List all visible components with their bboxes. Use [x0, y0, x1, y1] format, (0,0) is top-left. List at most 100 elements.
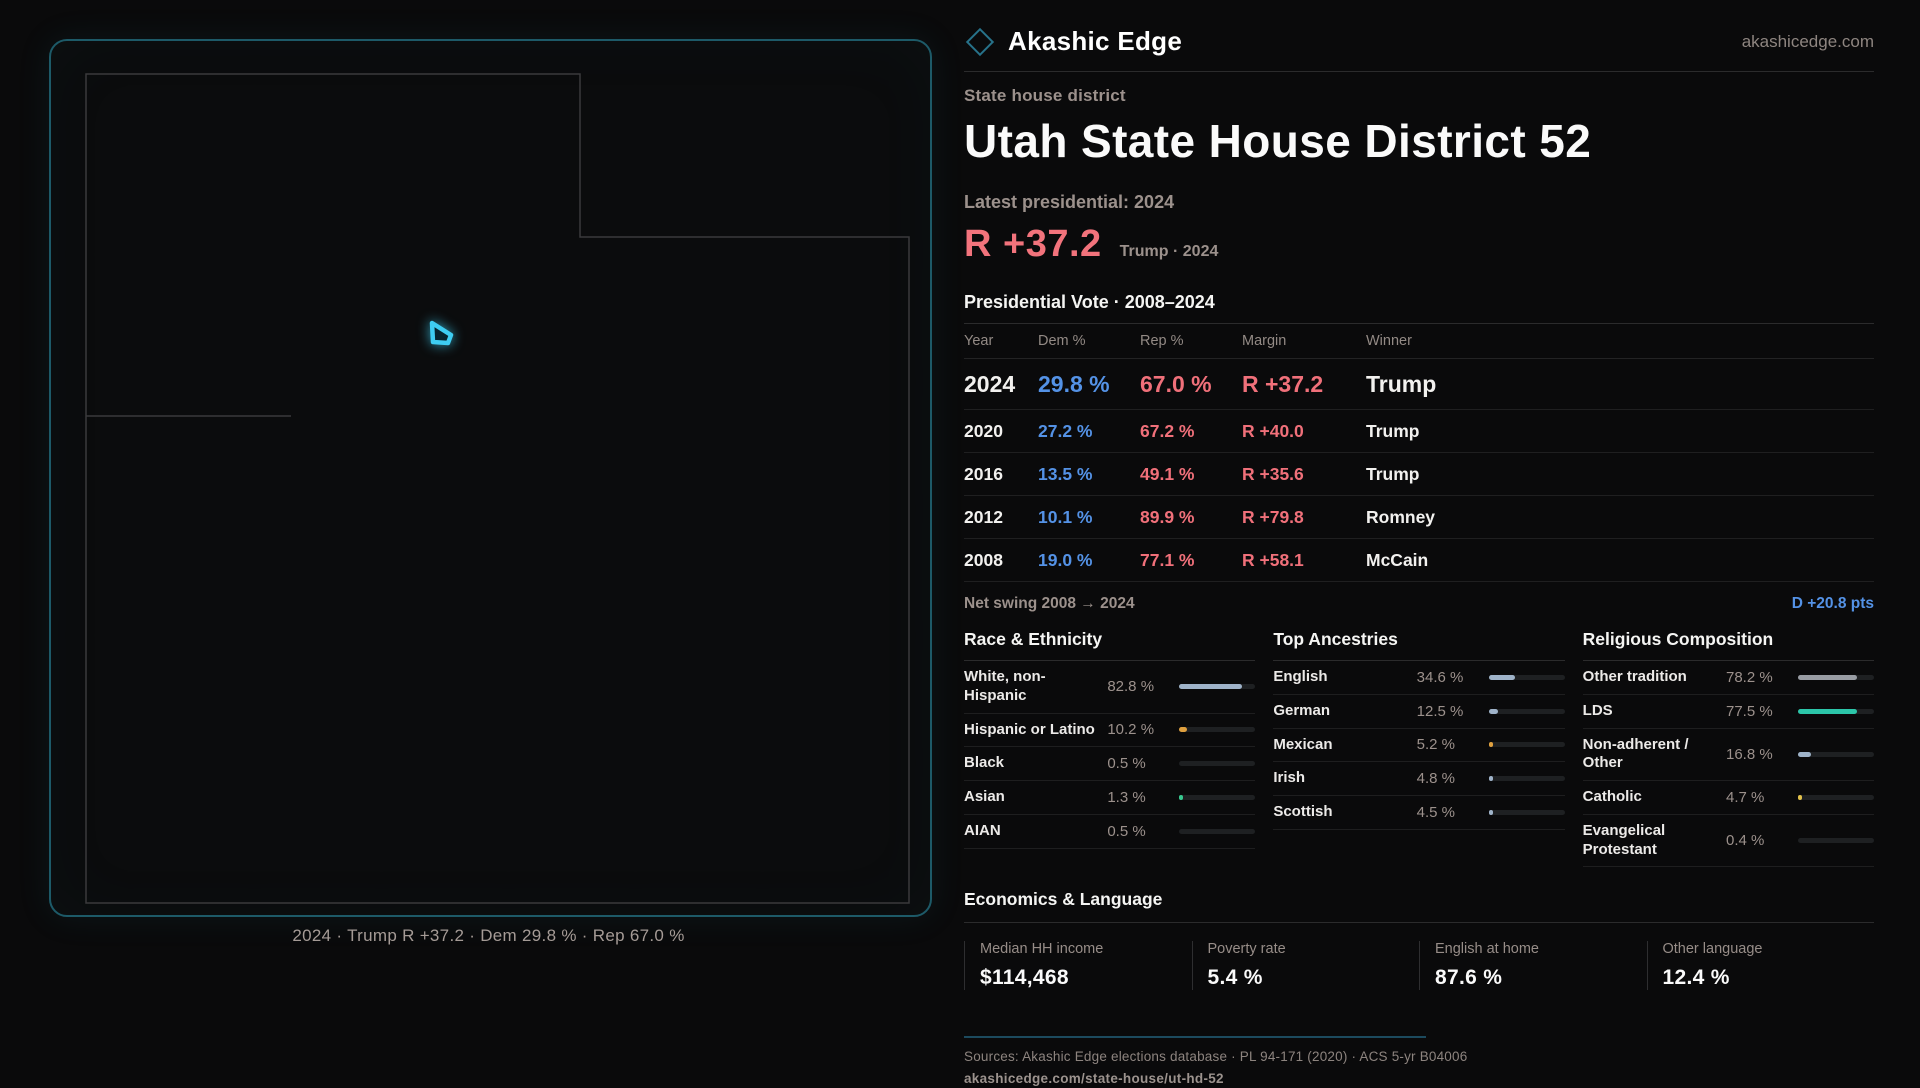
- dem-cell: 27.2 %: [1038, 420, 1093, 441]
- row-label: White, non-Hispanic: [964, 668, 1046, 704]
- rep-cell: 67.2 %: [1140, 420, 1195, 441]
- sources-divider: [964, 1036, 1426, 1039]
- row-value: 5.2 %: [1416, 736, 1456, 754]
- brand-diamond-icon: [965, 27, 995, 56]
- dem-cell: 13.5 %: [1038, 463, 1093, 484]
- demographic-row: Non-adherent / Other 16.8 %: [1582, 729, 1874, 781]
- table-title: Presidential Vote · 2008–2024: [964, 292, 1874, 324]
- row-label: Hispanic or Latino: [964, 720, 1095, 738]
- row-label: Mexican: [1273, 735, 1333, 753]
- table-row: 2020 27.2 % 67.2 % R +40.0 Trump: [964, 410, 1874, 453]
- row-value: 12.5 %: [1416, 702, 1464, 720]
- brand-row: Akashic Edge akashicedge.com: [964, 26, 1874, 72]
- stat-cell: English at home 87.6 %: [1419, 941, 1647, 991]
- demographic-row: English 34.6 %: [1273, 661, 1565, 695]
- map-caption: 2024 · Trump R +37.2 · Dem 29.8 % · Rep …: [292, 926, 685, 945]
- rep-cell: 49.1 %: [1140, 463, 1195, 484]
- margin-hero-context: Trump · 2024: [1119, 243, 1219, 260]
- utah-outline: [85, 73, 910, 904]
- demographic-row: German 12.5 %: [1273, 695, 1565, 729]
- margin-cell: R +35.6: [1242, 463, 1304, 484]
- row-label: AIAN: [964, 821, 1001, 839]
- stat-bar: [1179, 828, 1256, 834]
- row-value: 82.8 %: [1107, 678, 1155, 696]
- stat-bar: [1179, 727, 1256, 733]
- district-shape[interactable]: [429, 320, 454, 346]
- winner-cell: Trump: [1366, 463, 1420, 484]
- table-header: Year Dem % Rep % Margin Winner: [964, 324, 1874, 359]
- row-value: 16.8 %: [1726, 745, 1773, 763]
- rep-cell: 67.0 %: [1140, 370, 1212, 397]
- row-value: 0.5 %: [1107, 822, 1146, 840]
- section-heading: Religious Composition: [1582, 629, 1874, 661]
- margin-cell: R +37.2: [1242, 370, 1324, 397]
- section-race: Race & Ethnicity White, non-Hispanic 82.…: [964, 629, 1256, 867]
- net-swing-value: D +20.8 pts: [1791, 595, 1874, 612]
- economics-grid: Median HH income $114,468 Poverty rate 5…: [964, 941, 1875, 991]
- year-cell: 2008: [964, 549, 1003, 570]
- demographic-row: Hispanic or Latino 10.2 %: [964, 714, 1256, 748]
- margin-hero: R +37.2 Trump · 2024: [964, 223, 1874, 266]
- winner-cell: Trump: [1366, 370, 1437, 397]
- row-value: 1.3 %: [1107, 788, 1146, 806]
- state-outline-svg: [85, 73, 910, 904]
- kicker: State house district: [964, 86, 1126, 105]
- stat-label: Poverty rate: [1207, 941, 1286, 958]
- demographic-row: Irish 4.8 %: [1273, 762, 1565, 796]
- page-title: Utah State House District 52: [964, 115, 1592, 167]
- content-panel: Akashic Edge akashicedge.com State house…: [964, 26, 1874, 1088]
- stat-value: $114,468: [980, 966, 1069, 990]
- stat-cell: Other language 12.4 %: [1646, 941, 1875, 991]
- row-label: Evangelical Protestant: [1582, 821, 1666, 858]
- stat-bar: [1798, 708, 1874, 714]
- brand-domain-link[interactable]: akashicedge.com: [1741, 31, 1874, 51]
- row-label: Asian: [964, 788, 1005, 805]
- year-cell: 2020: [964, 420, 1003, 441]
- rep-cell: 89.9 %: [1140, 506, 1195, 527]
- stat-value: 5.4 %: [1207, 966, 1263, 990]
- demographics-grid: Race & Ethnicity White, non-Hispanic 82.…: [964, 629, 1874, 868]
- row-label: Other tradition: [1582, 668, 1687, 685]
- col-dem: Dem %: [1038, 333, 1086, 349]
- year-cell: 2024: [964, 370, 1016, 397]
- section-heading: Top Ancestries: [1273, 629, 1565, 661]
- stat-bar: [1488, 809, 1565, 815]
- rep-cell: 77.1 %: [1140, 549, 1195, 570]
- row-value: 34.6 %: [1416, 668, 1464, 686]
- year-cell: 2012: [964, 506, 1003, 527]
- stat-bar: [1179, 794, 1256, 800]
- section-ancestries: Top Ancestries English 34.6 % German 12.…: [1273, 629, 1565, 867]
- table-row: 2016 13.5 % 49.1 % R +35.6 Trump: [964, 453, 1874, 496]
- col-margin: Margin: [1242, 333, 1287, 349]
- demographic-row: Asian 1.3 %: [964, 781, 1256, 815]
- row-label: Non-adherent / Other: [1582, 735, 1689, 772]
- stat-bar: [1798, 838, 1874, 843]
- winner-cell: McCain: [1366, 549, 1429, 570]
- col-winner: Winner: [1366, 333, 1412, 349]
- permalink-link[interactable]: akashicedge.com/state-house/ut-hd-52: [964, 1071, 1224, 1087]
- section-religion: Religious Composition Other tradition 78…: [1582, 629, 1874, 868]
- stat-cell: Poverty rate 5.4 %: [1191, 941, 1420, 991]
- stat-bar: [1179, 684, 1256, 690]
- stat-cell: Median HH income $114,468: [964, 941, 1192, 991]
- stat-bar: [1798, 674, 1874, 680]
- stat-value: 87.6 %: [1435, 966, 1503, 990]
- row-value: 0.4 %: [1726, 832, 1765, 849]
- margin-cell: R +58.1: [1242, 549, 1304, 570]
- row-label: English: [1273, 668, 1328, 685]
- stat-bar: [1798, 751, 1874, 757]
- row-value: 10.2 %: [1107, 721, 1155, 739]
- demographic-row: Black 0.5 %: [964, 747, 1256, 781]
- footer: Sources: Akashic Edge elections database…: [964, 1036, 1874, 1088]
- row-value: 4.8 %: [1416, 770, 1456, 788]
- year-cell: 2016: [964, 463, 1003, 484]
- latest-presidential-label: Latest presidential: 2024: [964, 192, 1175, 212]
- margin-cell: R +40.0: [1242, 420, 1304, 441]
- demographic-row: Other tradition 78.2 %: [1582, 661, 1874, 695]
- net-swing-label: Net swing 2008 → 2024: [964, 595, 1135, 612]
- margin-hero-value: R +37.2: [964, 223, 1102, 265]
- demographic-row: LDS 77.5 %: [1582, 695, 1874, 729]
- brand-name: Akashic Edge: [1008, 26, 1183, 56]
- map-panel: [49, 39, 932, 917]
- table-row: 2012 10.1 % 89.9 % R +79.8 Romney: [964, 496, 1874, 539]
